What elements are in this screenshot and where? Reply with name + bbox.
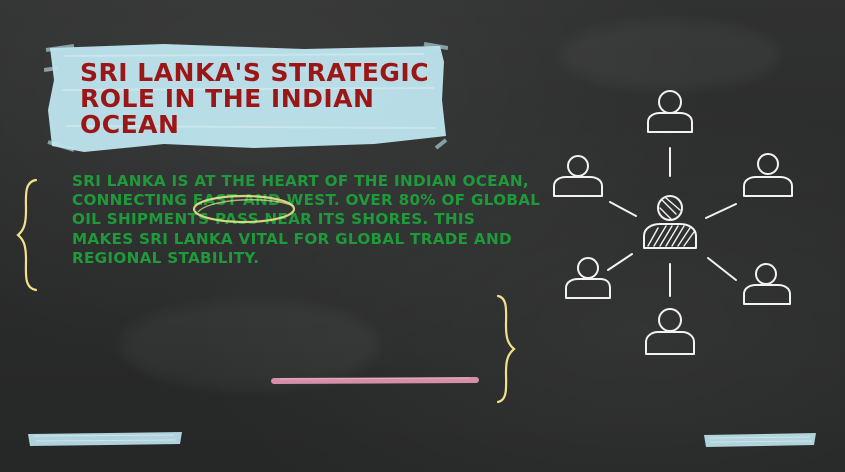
network-connectors [607,147,737,297]
left-brace-icon [16,178,38,292]
blue-chalk-stroke-right [704,433,816,447]
center-person-icon [643,195,697,249]
person-icon-top-right [743,153,793,197]
people-network-icon [553,90,793,355]
person-icon-top-left [553,155,603,197]
person-icon-bottom [645,308,695,355]
person-icon-bottom-left [565,257,611,299]
blue-chalk-stroke-left [28,432,182,446]
chalk-smudge [120,300,380,390]
title-block: SRI LANKA'S STRATEGIC ROLE IN THE INDIAN… [44,40,448,158]
title-chalk-highlight [44,42,448,152]
right-brace-icon [496,294,516,404]
person-icon-bottom-right [743,263,791,305]
slide-title: SRI LANKA'S STRATEGIC ROLE IN THE INDIAN… [80,58,430,139]
chalk-smudge [560,20,780,90]
person-icon-top [647,90,693,133]
pink-chalk-stroke [271,377,479,384]
chalk-circle-highlight [192,194,296,224]
slide-body-text: SRI LANKA IS AT THE HEART OF THE INDIAN … [72,172,541,267]
